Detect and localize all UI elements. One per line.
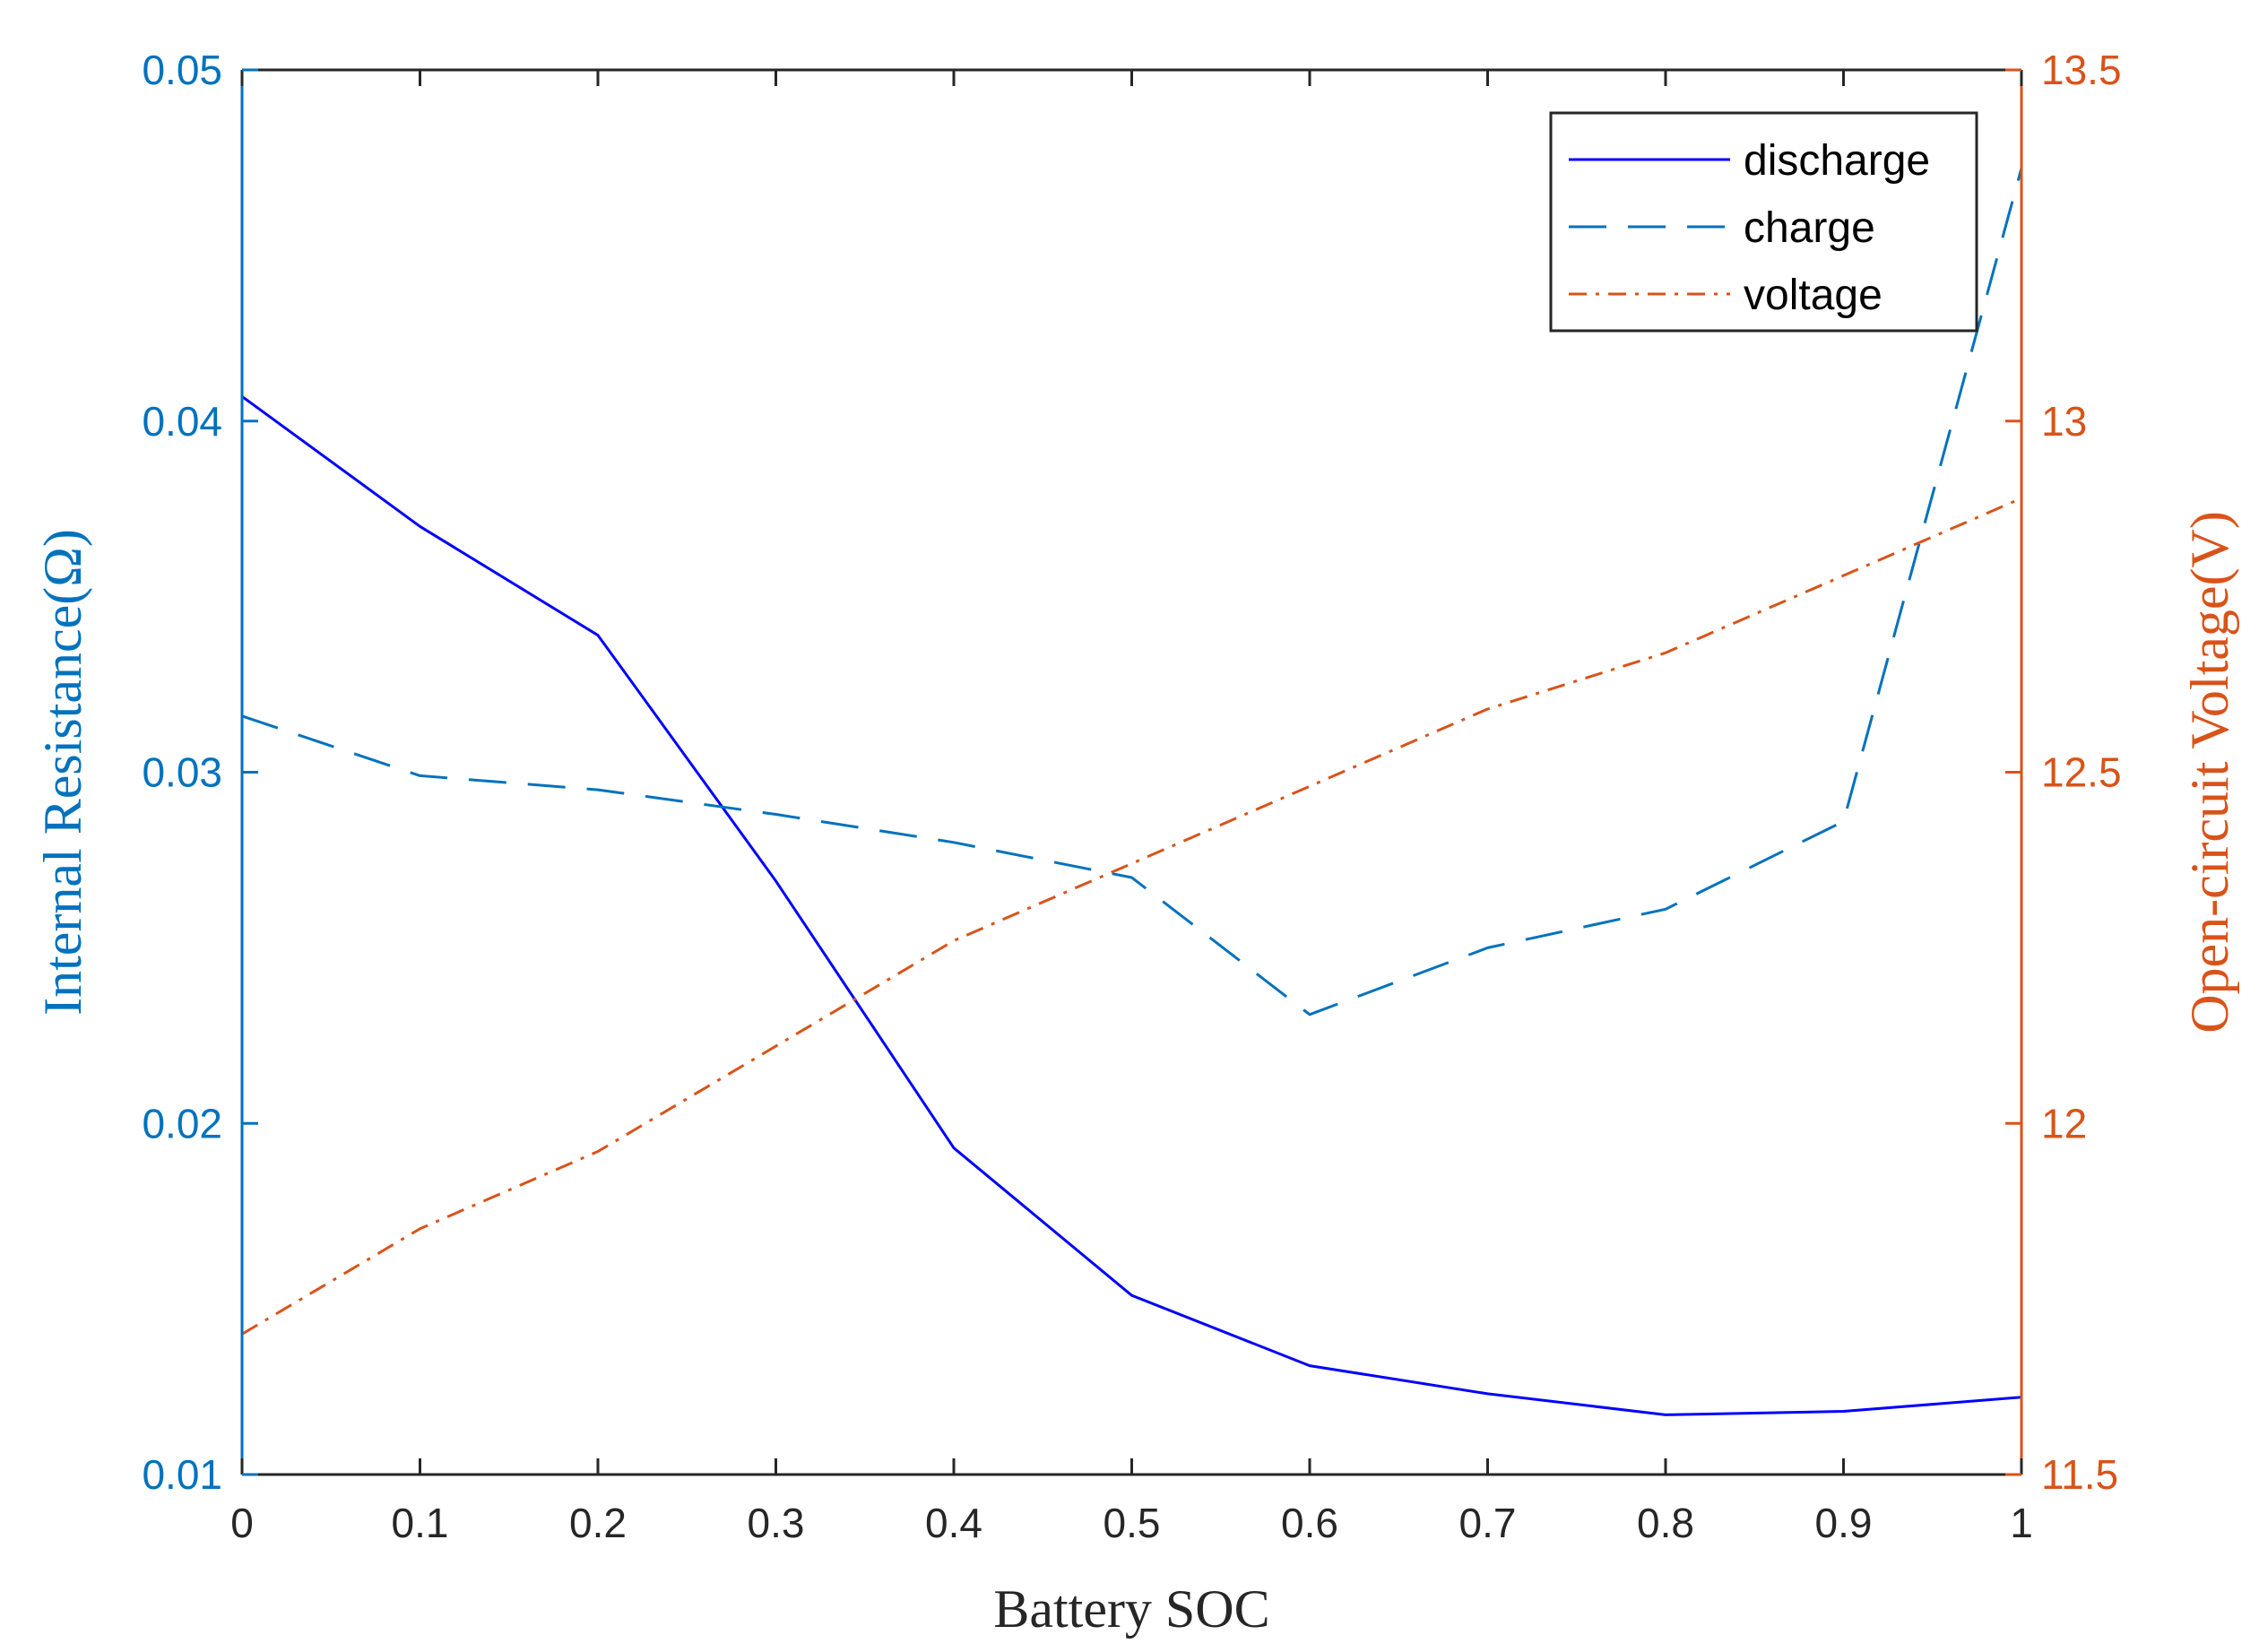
x-tick-label: 0 [230,1500,254,1546]
right-y-tick-label: 13 [2041,398,2087,445]
left-y-tick-label: 0.02 [142,1100,222,1146]
legend-label-voltage: voltage [1744,272,1882,319]
x-tick-label: 0.2 [569,1500,627,1546]
left-y-axis-label: Internal Resistance(Ω) [33,529,92,1016]
x-tick-label: 0.6 [1281,1500,1338,1546]
right-y-tick-label: 11.5 [2041,1451,2118,1498]
x-tick-label: 1 [2010,1500,2033,1546]
series-line-voltage [241,497,2022,1336]
legend: discharge charge voltage [1549,111,1978,333]
right-y-tick-label: 12.5 [2041,749,2122,796]
series-line-charge [241,168,2023,1016]
left-y-tick-label: 0.01 [142,1451,222,1498]
right-y-axis-label: Open-circuit Voltage(V) [2180,511,2239,1034]
series-line-discharge [241,395,2022,1416]
x-tick-label: 0.3 [748,1500,805,1546]
x-tick-label: 0.5 [1104,1500,1161,1546]
right-y-tick-label: 12 [2041,1100,2087,1146]
x-tick-label: 0.8 [1637,1500,1694,1546]
left-y-tick-label: 0.05 [142,47,222,93]
series-layer [241,168,2023,1416]
left-y-tick-label: 0.04 [142,398,222,445]
x-axis-label: Battery SOC [993,1579,1269,1639]
x-tick-label: 0.4 [925,1500,982,1546]
ticks-layer: 0 0.1 0.2 0.3 0.4 0.5 0.6 0.7 0.8 0.9 1 0.01 0.02 0.0… [142,47,2121,1546]
x-tick-label: 0.9 [1815,1500,1873,1546]
legend-label-discharge: discharge [1744,137,1930,185]
right-y-tick-label: 13.5 [2041,47,2122,93]
left-y-tick-label: 0.03 [142,749,222,796]
legend-label-charge: charge [1744,204,1875,252]
x-tick-label: 0.1 [392,1500,449,1546]
x-tick-label: 0.7 [1459,1500,1517,1546]
